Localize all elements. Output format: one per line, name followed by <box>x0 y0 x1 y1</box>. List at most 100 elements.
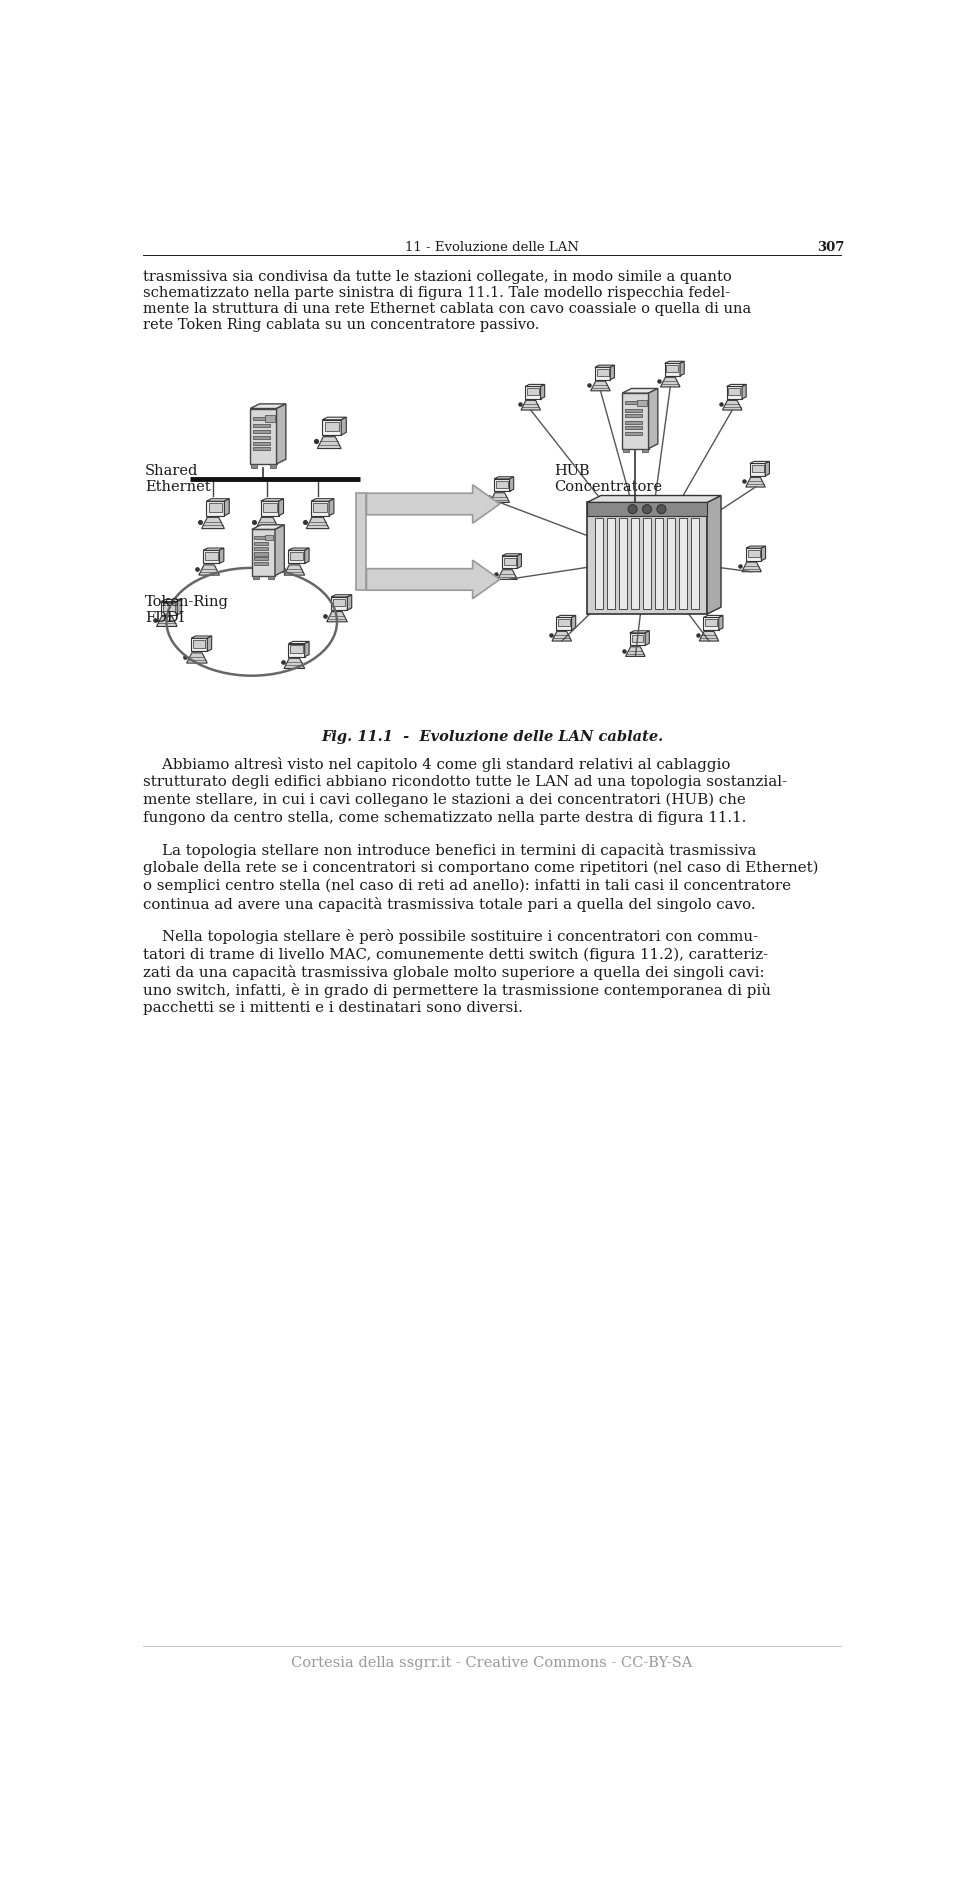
FancyArrow shape <box>367 559 500 599</box>
Polygon shape <box>206 499 229 501</box>
Polygon shape <box>708 496 721 614</box>
Polygon shape <box>704 616 723 618</box>
Bar <box>333 599 346 606</box>
Bar <box>161 603 178 616</box>
Polygon shape <box>521 400 540 409</box>
Circle shape <box>657 505 666 514</box>
Text: uno switch, infatti, è in grado di permettere la trasmissione contemporanea di p: uno switch, infatti, è in grado di perme… <box>143 984 771 999</box>
Polygon shape <box>318 437 341 449</box>
Text: tatori di trame di livello MAC, comunemente detti switch (figura 11.2), caratter: tatori di trame di livello MAC, comuneme… <box>143 948 768 961</box>
Text: Abbiamo altresì visto nel capitolo 4 come gli standard relativi al cablaggio: Abbiamo altresì visto nel capitolo 4 com… <box>143 756 731 771</box>
Polygon shape <box>623 449 629 452</box>
Bar <box>290 646 302 653</box>
Bar <box>667 518 675 608</box>
Bar <box>254 561 268 565</box>
Bar <box>664 364 680 375</box>
Polygon shape <box>622 389 658 392</box>
Text: Cortesia della ssgrr.it - Creative Commons - CC-BY-SA: Cortesia della ssgrr.it - Creative Commo… <box>291 1656 693 1671</box>
Polygon shape <box>723 400 742 409</box>
Circle shape <box>642 505 652 514</box>
Polygon shape <box>680 360 684 375</box>
Bar <box>587 503 708 516</box>
Polygon shape <box>348 595 351 610</box>
Polygon shape <box>191 636 211 638</box>
Polygon shape <box>186 653 207 663</box>
Polygon shape <box>587 496 721 503</box>
Bar <box>625 402 641 405</box>
Bar <box>752 465 763 473</box>
Bar <box>655 518 663 608</box>
Polygon shape <box>645 631 649 646</box>
Bar <box>163 603 176 612</box>
Polygon shape <box>746 477 765 486</box>
Bar <box>704 618 719 631</box>
Text: schematizzato nella parte sinistra di figura 11.1. Tale modello rispecchia fedel: schematizzato nella parte sinistra di fi… <box>143 285 731 300</box>
Bar <box>191 638 207 651</box>
Bar <box>607 518 614 608</box>
Text: La topologia stellare non introduce benefici in termini di capacità trasmissiva: La topologia stellare non introduce bene… <box>143 843 756 858</box>
Text: o semplici centro stella (nel caso di reti ad anello): infatti in tali casi il c: o semplici centro stella (nel caso di re… <box>143 878 791 893</box>
Bar <box>193 640 205 648</box>
Polygon shape <box>590 381 611 390</box>
Bar <box>204 550 220 563</box>
Bar <box>496 481 508 488</box>
Polygon shape <box>552 631 571 642</box>
Bar <box>324 422 339 430</box>
Polygon shape <box>742 561 761 572</box>
Polygon shape <box>765 462 770 477</box>
Polygon shape <box>251 464 257 467</box>
Polygon shape <box>284 659 304 668</box>
Text: 11 - Evoluzione delle LAN: 11 - Evoluzione delle LAN <box>405 240 579 253</box>
Polygon shape <box>220 548 224 563</box>
Bar <box>625 432 641 435</box>
Bar <box>727 387 742 400</box>
Text: Nella topologia stellare è però possibile sostituire i concentratori con commu-: Nella topologia stellare è però possibil… <box>143 929 758 944</box>
Polygon shape <box>178 599 181 616</box>
Bar <box>252 447 270 450</box>
Polygon shape <box>289 642 309 644</box>
Bar <box>356 494 367 589</box>
Polygon shape <box>202 518 225 529</box>
Bar <box>289 550 304 563</box>
Text: mente stellare, in cui i cavi collegano le stazioni a dei concentratori (HUB) ch: mente stellare, in cui i cavi collegano … <box>143 792 746 807</box>
Bar <box>636 400 647 407</box>
Polygon shape <box>199 565 220 574</box>
FancyArrow shape <box>367 484 500 524</box>
Bar <box>251 409 276 464</box>
Polygon shape <box>611 366 614 379</box>
Polygon shape <box>626 648 645 657</box>
Polygon shape <box>323 417 347 420</box>
Polygon shape <box>326 612 348 621</box>
Polygon shape <box>497 571 517 580</box>
Bar <box>254 557 268 559</box>
Polygon shape <box>490 494 510 503</box>
Bar <box>625 420 641 424</box>
Polygon shape <box>207 636 211 651</box>
Polygon shape <box>268 576 275 580</box>
Bar <box>263 503 276 512</box>
Polygon shape <box>304 642 309 657</box>
Polygon shape <box>649 389 658 449</box>
Text: continua ad avere una capacità trasmissiva totale pari a quella del singolo cavo: continua ad avere una capacità trasmissi… <box>143 897 756 912</box>
Text: Shared
Ethernet: Shared Ethernet <box>145 464 210 494</box>
Bar <box>208 503 223 512</box>
Polygon shape <box>630 631 649 633</box>
Polygon shape <box>161 599 181 603</box>
Text: zati da una capacità trasmissiva globale molto superiore a quella dei singoli ca: zati da una capacità trasmissiva globale… <box>143 965 765 980</box>
Bar <box>494 479 510 492</box>
Text: trasmissiva sia condivisa da tutte le stazioni collegate, in modo simile a quant: trasmissiva sia condivisa da tutte le st… <box>143 270 732 283</box>
Polygon shape <box>276 404 286 464</box>
Bar <box>254 537 268 539</box>
Bar <box>625 426 641 430</box>
Polygon shape <box>660 377 680 387</box>
Polygon shape <box>746 546 765 548</box>
Polygon shape <box>595 366 614 368</box>
Bar <box>265 535 274 541</box>
Bar <box>252 435 270 439</box>
Bar <box>252 430 270 432</box>
Bar <box>625 409 641 411</box>
Polygon shape <box>311 499 334 501</box>
Bar <box>290 552 302 559</box>
Bar <box>254 542 268 546</box>
Bar <box>631 518 638 608</box>
